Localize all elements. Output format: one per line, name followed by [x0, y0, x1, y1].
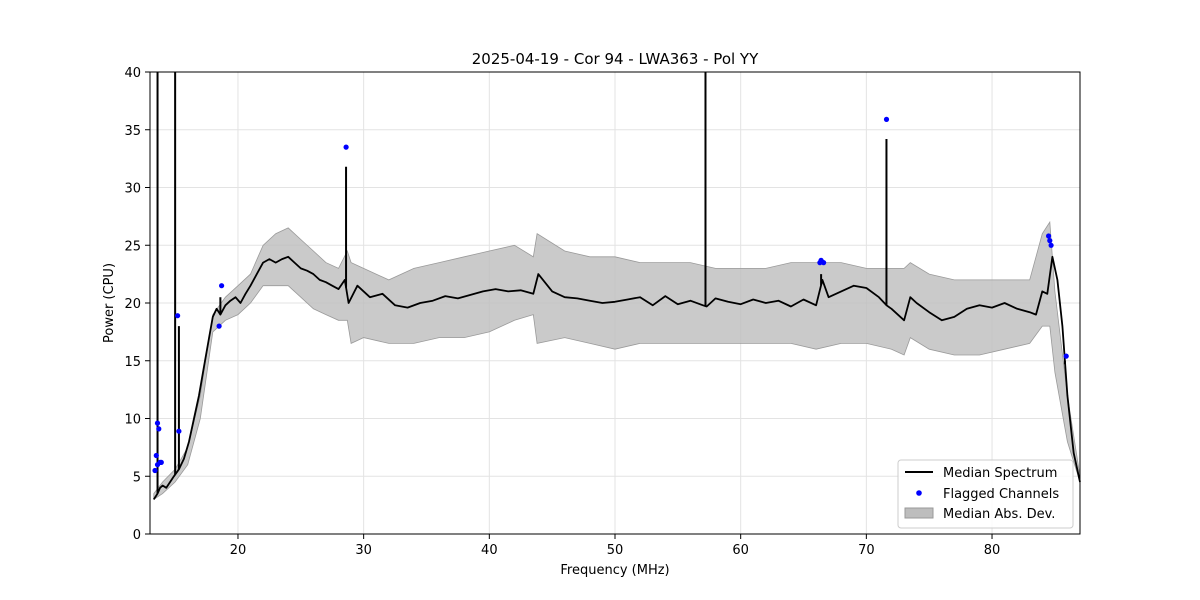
spike-layer [156, 72, 1066, 494]
y-axis: 0 5 10 15 20 25 30 35 40 [124, 66, 150, 543]
flagged-channel-point [156, 426, 162, 432]
y-tick-label: 20 [124, 297, 141, 312]
x-tick-label: 50 [607, 543, 624, 558]
flagged-channel-point [158, 459, 164, 465]
flagged-channel-point [153, 452, 159, 459]
flagged-channel-point [821, 260, 827, 266]
y-tick-label: 25 [124, 239, 141, 254]
x-axis: 20 30 40 50 60 70 80 [230, 534, 1001, 558]
flagged-channel-point [175, 313, 181, 319]
x-axis-label: Frequency (MHz) [560, 563, 669, 578]
y-tick-label: 40 [124, 66, 141, 81]
chart-title: 2025-04-19 - Cor 94 - LWA363 - Pol YY [472, 50, 759, 68]
y-tick-label: 0 [133, 528, 141, 543]
flagged-channel-point [219, 283, 225, 289]
y-tick-label: 30 [124, 182, 141, 197]
y-tick-label: 35 [124, 124, 141, 139]
y-axis-label: Power (CPU) [102, 263, 117, 343]
x-tick-label: 60 [732, 543, 749, 558]
x-tick-label: 80 [984, 543, 1001, 558]
legend-label-median-abs-dev: Median Abs. Dev. [943, 507, 1055, 522]
flagged-markers-layer [152, 116, 1069, 474]
y-tick-label: 10 [124, 413, 141, 428]
flagged-channel-point [154, 420, 161, 426]
flagged-channel-point [1048, 242, 1054, 248]
legend: Median Spectrum Flagged Channels Median … [897, 459, 1074, 529]
flagged-channel-point [154, 462, 161, 468]
y-tick-label: 15 [124, 355, 141, 370]
x-tick-label: 30 [355, 543, 372, 558]
x-tick-label: 40 [481, 543, 498, 558]
x-tick-label: 20 [230, 543, 247, 558]
flagged-channel-point [343, 144, 349, 150]
flagged-channel-point [1046, 233, 1052, 239]
median-spectrum-layer [153, 255, 1081, 500]
flagged-channel-point [883, 116, 890, 122]
y-tick-label: 5 [133, 470, 141, 485]
legend-band-swatch [904, 507, 934, 519]
legend-box [897, 459, 1074, 529]
flagged-channel-point [1063, 353, 1069, 359]
x-tick-label: 70 [858, 543, 875, 558]
median-spectrum-line [153, 255, 1081, 500]
flagged-channel-point [216, 323, 222, 329]
legend-label-flagged-channels: Flagged Channels [943, 487, 1059, 502]
flagged-channel-point [152, 467, 158, 474]
legend-marker-swatch [916, 490, 922, 496]
legend-label-median-spectrum: Median Spectrum [943, 466, 1057, 481]
flagged-channel-point [176, 428, 182, 434]
flagged-channel-point [1047, 238, 1053, 244]
